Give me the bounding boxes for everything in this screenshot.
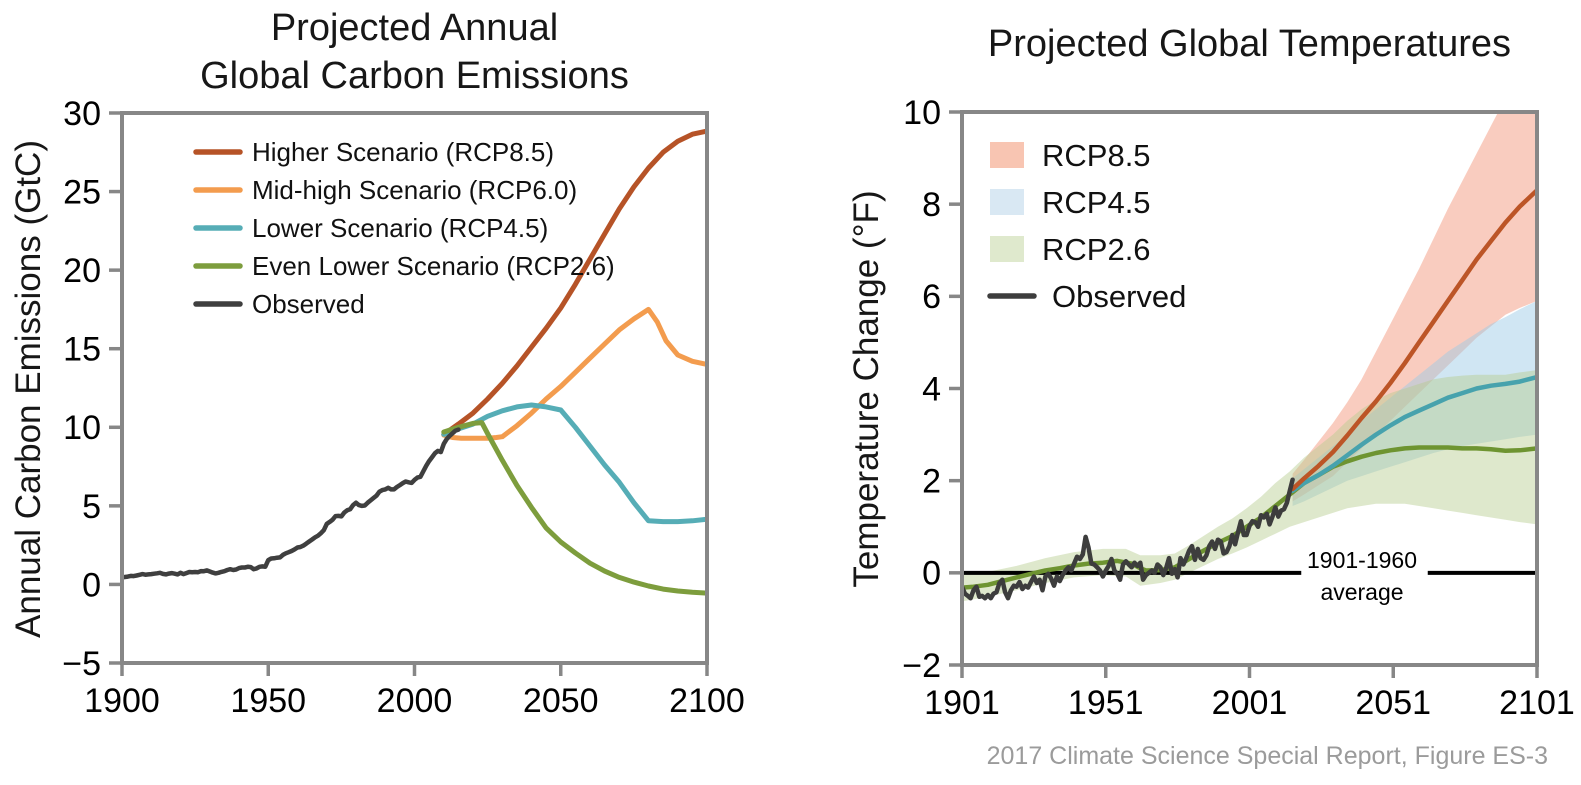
legend-label: Observed: [252, 289, 365, 319]
legend-item-rcp4-5: RCP4.5: [990, 185, 1151, 220]
y-tick-label: 2: [922, 463, 941, 501]
band-rcp4-5-range: [1292, 300, 1537, 506]
series-rcp4-5-line: [1290, 374, 1537, 494]
y-tick-label: 15: [63, 331, 101, 369]
series-even-lower-scenario-rcp2-6--line: [441, 420, 707, 596]
emissions-chart: 1900 1950 2000 2050 2100 −5 0 5 10 15 20 25 30 Higher…: [62, 95, 745, 720]
y-tick-label: 8: [922, 186, 941, 224]
legend-patch-swatch: [990, 189, 1024, 215]
series-observed-line: [122, 427, 461, 580]
x-tick-label: 1901: [924, 684, 1000, 722]
legend-label: Observed: [1052, 279, 1186, 314]
series-lower-scenario-rcp4-5--line: [441, 402, 707, 525]
y-tick-label: 5: [82, 488, 101, 526]
y-tick-label: 25: [63, 173, 101, 211]
x-tick-label: 1950: [230, 682, 306, 720]
series-rcp8-5-line: [1290, 188, 1537, 492]
y-tick-label: 10: [903, 94, 941, 132]
y-tick-label: 0: [82, 566, 101, 604]
x-tick-label: 2001: [1212, 684, 1288, 722]
legend-label: Higher Scenario (RCP8.5): [252, 137, 554, 167]
plot-area: [122, 128, 707, 596]
legend-label: RCP4.5: [1042, 185, 1151, 220]
x-tick-label: 2101: [1499, 684, 1575, 722]
y-tick-label: 4: [922, 370, 941, 408]
x-tick-label: 1900: [84, 682, 160, 720]
y-tick-label: −2: [902, 647, 941, 685]
legend-item-higher-scenario-rcp8-5-: Higher Scenario (RCP8.5): [193, 137, 554, 167]
x-tick-label: 1951: [1068, 684, 1144, 722]
series-higher-scenario-rcp8-5--line: [441, 128, 707, 437]
legend-patch-swatch: [990, 142, 1024, 168]
y-tick-label: −5: [62, 645, 101, 683]
legend-item-rcp2-6: RCP2.6: [990, 232, 1151, 267]
y-tick-label: 30: [63, 95, 101, 133]
legend-item-mid-high-scenario-rcp6-0-: Mid-high Scenario (RCP6.0): [193, 175, 577, 205]
legend-item-observed: Observed: [987, 279, 1186, 314]
legend-label: RCP2.6: [1042, 232, 1151, 267]
y-tick-label: 6: [922, 278, 941, 316]
band-rcp8-5-range: [1292, 112, 1537, 502]
legend-item-rcp8-5: RCP8.5: [990, 138, 1151, 173]
band-rcp2-6-range: [962, 370, 1537, 602]
x-tick-label: 2051: [1355, 684, 1431, 722]
plot-area: [962, 112, 1537, 602]
temperatures-chart: 1901 1951 2001 2051 2101 −2 0 2 4 6 8 10 RCP8.5 RCP4.…: [902, 94, 1575, 722]
legend-item-observed: Observed: [193, 289, 365, 319]
series-observed-line: [962, 477, 1295, 601]
legend-item-even-lower-scenario-rcp2-6-: Even Lower Scenario (RCP2.6): [193, 251, 615, 281]
legend-label: Even Lower Scenario (RCP2.6): [252, 251, 615, 281]
legend-label: Lower Scenario (RCP4.5): [252, 213, 548, 243]
legend-label: Mid-high Scenario (RCP6.0): [252, 175, 577, 205]
y-tick-label: 10: [63, 409, 101, 447]
x-tick-label: 2050: [523, 682, 599, 720]
legend-item-lower-scenario-rcp4-5-: Lower Scenario (RCP4.5): [193, 213, 548, 243]
x-tick-label: 2000: [377, 682, 453, 720]
legend-patch-swatch: [990, 236, 1024, 262]
y-tick-label: 0: [922, 555, 941, 593]
x-tick-label: 2100: [669, 682, 745, 720]
legend-label: RCP8.5: [1042, 138, 1151, 173]
y-tick-label: 20: [63, 252, 101, 290]
series-mid-high-scenario-rcp6-0--line: [441, 306, 707, 441]
